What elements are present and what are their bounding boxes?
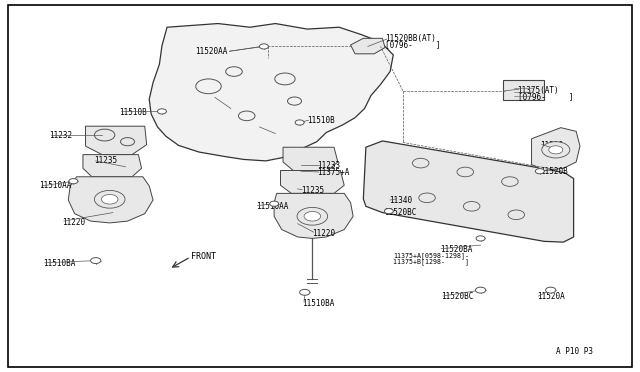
Text: 11232: 11232 — [49, 131, 72, 140]
Polygon shape — [68, 177, 153, 223]
Text: 11235: 11235 — [301, 186, 324, 195]
Text: [0796-     ]: [0796- ] — [385, 41, 440, 49]
Text: 11510AA: 11510AA — [256, 202, 289, 211]
Text: 11520A: 11520A — [537, 292, 564, 301]
Polygon shape — [274, 193, 353, 238]
Circle shape — [226, 67, 243, 76]
Circle shape — [157, 109, 166, 114]
Circle shape — [548, 146, 563, 154]
Circle shape — [239, 111, 255, 121]
Circle shape — [508, 210, 525, 219]
Text: 11375(AT): 11375(AT) — [518, 86, 559, 94]
Polygon shape — [83, 155, 141, 177]
Polygon shape — [364, 141, 573, 242]
Circle shape — [269, 201, 278, 206]
Circle shape — [476, 236, 485, 241]
Polygon shape — [86, 126, 147, 155]
Text: 11320: 11320 — [540, 141, 563, 150]
Circle shape — [545, 287, 556, 293]
Text: 11220: 11220 — [62, 218, 85, 227]
Circle shape — [541, 142, 570, 158]
Text: 11520AA: 11520AA — [195, 47, 228, 56]
Text: 11233: 11233 — [317, 161, 340, 170]
Text: A P10 P3: A P10 P3 — [556, 347, 593, 356]
Text: 11520BB(AT): 11520BB(AT) — [385, 34, 436, 43]
Text: 11520B: 11520B — [540, 167, 568, 176]
Text: 11375+B[1298-     ]: 11375+B[1298- ] — [394, 258, 469, 265]
Text: 11235: 11235 — [94, 156, 117, 166]
Circle shape — [419, 193, 435, 203]
Circle shape — [101, 195, 118, 204]
Polygon shape — [149, 23, 394, 161]
Circle shape — [69, 179, 78, 184]
Circle shape — [95, 129, 115, 141]
Circle shape — [95, 190, 125, 208]
Circle shape — [463, 202, 480, 211]
FancyBboxPatch shape — [503, 80, 543, 100]
Circle shape — [536, 169, 544, 174]
Text: 11510B: 11510B — [119, 108, 147, 117]
Text: FRONT: FRONT — [191, 252, 216, 262]
Text: 11510AA: 11510AA — [40, 182, 72, 190]
Text: 11510BA: 11510BA — [43, 259, 75, 268]
Circle shape — [385, 209, 394, 214]
Circle shape — [91, 258, 100, 263]
Polygon shape — [280, 170, 344, 193]
Polygon shape — [283, 147, 338, 170]
Text: [0796-     ]: [0796- ] — [518, 92, 573, 101]
Circle shape — [259, 44, 268, 49]
Circle shape — [304, 211, 321, 221]
Text: 11510BA: 11510BA — [302, 299, 335, 308]
Text: 11375+A[0598-1298]-: 11375+A[0598-1298]- — [394, 252, 469, 259]
Circle shape — [412, 158, 429, 168]
Circle shape — [300, 289, 310, 295]
Circle shape — [196, 79, 221, 94]
Circle shape — [457, 167, 474, 177]
Circle shape — [295, 120, 304, 125]
Circle shape — [287, 97, 301, 105]
Text: 11375+A: 11375+A — [317, 168, 349, 177]
Circle shape — [297, 208, 328, 225]
Text: 11340: 11340 — [389, 196, 412, 205]
Circle shape — [120, 138, 134, 146]
Polygon shape — [351, 38, 385, 54]
Polygon shape — [532, 128, 580, 170]
Text: 11510B: 11510B — [307, 116, 335, 125]
Circle shape — [275, 73, 295, 85]
Circle shape — [476, 287, 486, 293]
Text: 11520BC: 11520BC — [441, 292, 474, 301]
Circle shape — [502, 177, 518, 186]
Text: 11520BA: 11520BA — [440, 245, 472, 254]
Text: 11520BC: 11520BC — [384, 208, 416, 217]
Text: 11220: 11220 — [312, 229, 335, 238]
